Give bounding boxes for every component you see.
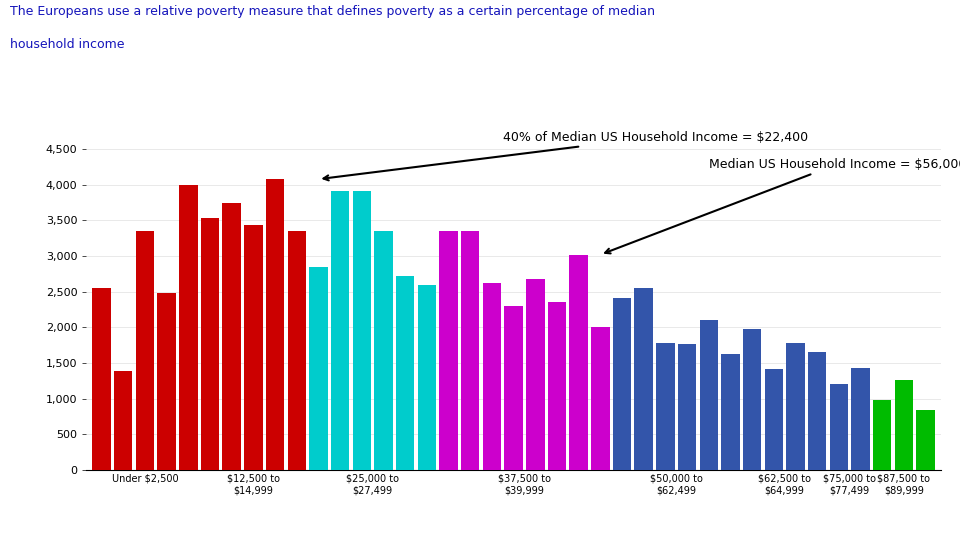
Bar bbox=[180, 185, 198, 470]
Bar bbox=[309, 267, 327, 470]
Bar bbox=[526, 279, 544, 470]
Bar bbox=[266, 179, 284, 470]
Bar bbox=[591, 327, 610, 470]
Bar bbox=[483, 283, 501, 470]
Bar bbox=[657, 343, 675, 470]
Bar bbox=[504, 306, 523, 470]
Bar bbox=[700, 320, 718, 470]
Bar bbox=[461, 231, 479, 470]
Bar bbox=[418, 285, 436, 470]
Bar bbox=[808, 352, 827, 470]
Bar bbox=[721, 354, 739, 470]
Bar bbox=[331, 191, 349, 470]
Text: household income: household income bbox=[10, 38, 124, 51]
Bar bbox=[374, 231, 393, 470]
Bar bbox=[873, 400, 892, 470]
Bar bbox=[440, 231, 458, 470]
Bar bbox=[612, 298, 632, 470]
Bar bbox=[288, 231, 306, 470]
Bar bbox=[352, 191, 371, 470]
Text: 40% of Median US Household Income = $22,400: 40% of Median US Household Income = $22,… bbox=[324, 131, 808, 180]
Bar bbox=[895, 380, 913, 470]
Bar bbox=[157, 293, 176, 470]
Bar bbox=[743, 329, 761, 470]
Bar bbox=[852, 368, 870, 470]
Bar bbox=[201, 218, 219, 470]
Bar bbox=[92, 288, 110, 470]
Text: Median US Household Income = $56,000: Median US Household Income = $56,000 bbox=[605, 158, 960, 253]
Bar bbox=[917, 410, 935, 470]
Bar bbox=[244, 225, 263, 470]
Bar bbox=[786, 343, 804, 470]
Bar bbox=[635, 288, 653, 470]
Bar bbox=[396, 276, 415, 470]
Bar bbox=[678, 345, 696, 470]
Text: The Europeans use a relative poverty measure that defines poverty as a certain p: The Europeans use a relative poverty mea… bbox=[10, 5, 655, 18]
Bar bbox=[548, 302, 566, 470]
Bar bbox=[114, 372, 132, 470]
Bar bbox=[829, 384, 848, 470]
Bar bbox=[569, 255, 588, 470]
Bar bbox=[135, 231, 155, 470]
Bar bbox=[223, 202, 241, 470]
Bar bbox=[764, 369, 783, 470]
